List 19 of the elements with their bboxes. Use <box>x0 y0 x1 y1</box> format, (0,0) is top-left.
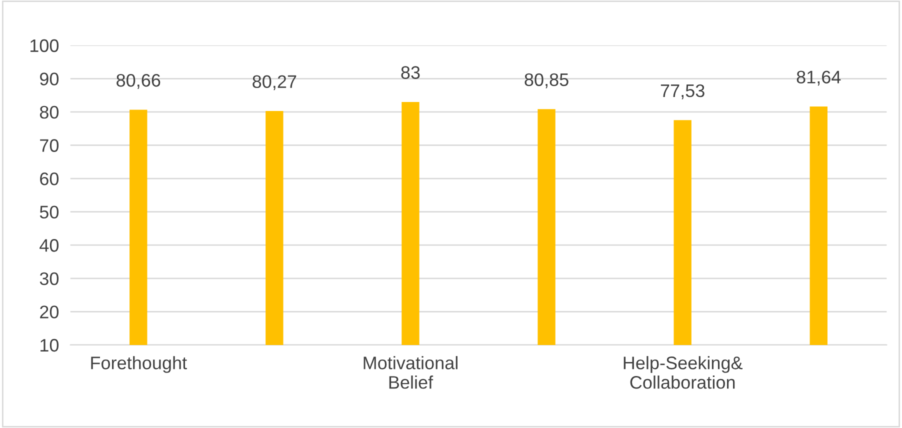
data-label: 80,27 <box>252 75 296 90</box>
y-tick-label: 30 <box>40 272 59 286</box>
y-tick-label: 70 <box>40 139 59 152</box>
data-label: 80,85 <box>524 73 568 88</box>
x-tick-label: Help-Seeking& Collaboration <box>624 356 743 389</box>
y-tick-label: 10 <box>40 338 59 352</box>
y-tick-label: 100 <box>30 39 59 52</box>
data-label: 80,66 <box>116 74 160 89</box>
y-tick-label: 20 <box>40 306 59 318</box>
y-tick-label: 90 <box>40 72 59 86</box>
data-label: 81,64 <box>796 70 841 86</box>
y-tick-label: 40 <box>40 239 59 252</box>
y-tick-label: 80 <box>40 106 59 119</box>
x-tick-label: Motivational Belief <box>364 356 458 389</box>
x-tick-label: Forethought <box>91 356 187 373</box>
y-tick-label: 60 <box>40 172 59 186</box>
data-label: 77,53 <box>660 84 704 100</box>
y-tick-label: 50 <box>40 206 59 219</box>
data-label: 83 <box>401 66 420 79</box>
